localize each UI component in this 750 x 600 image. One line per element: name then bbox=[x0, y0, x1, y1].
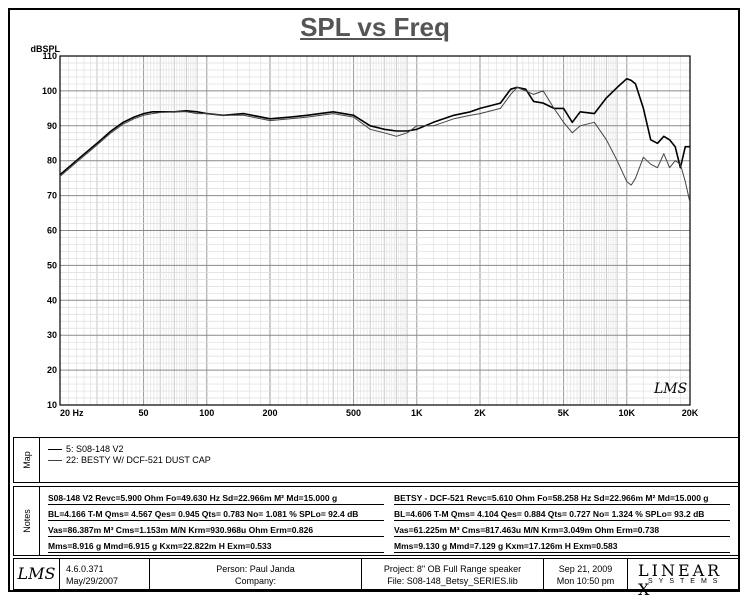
series-line-2 bbox=[59, 86, 691, 203]
time-text: Mon 10:50 pm bbox=[556, 576, 615, 586]
outer-frame bbox=[8, 8, 740, 592]
version-number: 4.6.0.371 bbox=[66, 564, 104, 574]
y-axis-label: dBSPL bbox=[30, 44, 60, 54]
legend-item-series-2: 22: BESTY W/ DCF-521 DUST CAP bbox=[48, 455, 211, 465]
version-date: May/29/2007 bbox=[66, 576, 119, 586]
note-left-4: Mms=8.916 g Mmd=6.915 g Kxm=22.822m H Ex… bbox=[48, 541, 272, 551]
y-tick-label: 40 bbox=[47, 295, 57, 305]
note-rule bbox=[394, 520, 730, 521]
y-tick-label: 80 bbox=[47, 156, 57, 166]
person-name: Person: Paul Janda bbox=[216, 564, 295, 574]
footer-brand-cell: LINEAR X SYSTEMS bbox=[628, 559, 740, 599]
legend-panel: Map 5: S08-148 V2 22: BESTY W/ DCF-521 D… bbox=[13, 437, 739, 483]
note-left-3: Vas=86.387m M³ Cms=1.153m M/N Krm=930.96… bbox=[48, 525, 314, 535]
note-rule bbox=[394, 536, 730, 537]
note-rule bbox=[48, 504, 384, 505]
x-tick-label: 20K bbox=[682, 408, 699, 418]
note-right-4: Mms=9.130 g Mmd=7.129 g Kxm=17.126m H Ex… bbox=[394, 541, 618, 551]
date-text: Sep 21, 2009 bbox=[558, 564, 613, 574]
footer-project-cell: Project: 8" OB Full Range speaker File: … bbox=[362, 559, 544, 589]
note-left-2: BL=4.166 T-M Qms= 4.567 Qes= 0.945 Qts= … bbox=[48, 509, 359, 519]
y-tick-label: 30 bbox=[47, 330, 57, 340]
legend-swatch-1 bbox=[48, 449, 62, 451]
file-name: File: S08-148_Betsy_SERIES.lib bbox=[387, 576, 518, 586]
footer-date-cell: Sep 21, 2009 Mon 10:50 pm bbox=[544, 559, 628, 589]
linearx-logo: LINEAR X bbox=[638, 561, 723, 599]
x-tick-label: 10K bbox=[619, 408, 636, 418]
y-tick-label: 110 bbox=[42, 51, 57, 61]
linearx-subtitle: SYSTEMS bbox=[648, 578, 724, 585]
legend-item-series-1: 5: S08-148 V2 bbox=[48, 444, 124, 454]
y-tick-label: 20 bbox=[47, 365, 57, 375]
plot-frame bbox=[59, 55, 691, 406]
note-left-1: S08-148 V2 Revc=5.900 Ohm Fo=49.630 Hz S… bbox=[48, 493, 338, 503]
y-tick-label: 50 bbox=[47, 260, 57, 270]
notes-section-label: Notes bbox=[14, 487, 40, 555]
footer-bar: LMS 4.6.0.371 May/29/2007 Person: Paul J… bbox=[13, 558, 740, 599]
y-tick-label: 60 bbox=[47, 226, 57, 236]
x-tick-label: 20 Hz bbox=[60, 408, 84, 418]
note-rule bbox=[48, 552, 384, 553]
y-tick-label: 70 bbox=[47, 191, 57, 201]
lms-watermark: LMS bbox=[653, 381, 687, 397]
note-rule bbox=[48, 536, 384, 537]
chart-title: SPL vs Freq bbox=[300, 12, 450, 42]
note-right-2: BL=4.606 T-M Qms= 4.104 Qes= 0.884 Qts= … bbox=[394, 509, 705, 519]
footer-logo-cell: LMS bbox=[14, 559, 60, 589]
footer-person-cell: Person: Paul Janda Company: bbox=[150, 559, 362, 589]
footer-version-cell: 4.6.0.371 May/29/2007 bbox=[60, 559, 150, 589]
x-tick-label: 100 bbox=[199, 408, 214, 418]
note-rule bbox=[48, 520, 384, 521]
legend-swatch-2 bbox=[48, 460, 62, 462]
notes-panel: Notes S08-148 V2 Revc=5.900 Ohm Fo=49.63… bbox=[13, 486, 739, 556]
company-name: Company: bbox=[234, 576, 277, 586]
x-tick-label: 200 bbox=[262, 408, 277, 418]
note-right-3: Vas=61.225m M³ Cms=817.463u M/N Krm=3.04… bbox=[394, 525, 660, 535]
legend-section-label: Map bbox=[14, 438, 40, 482]
y-tick-label: 10 bbox=[47, 400, 57, 410]
y-tick-label: 100 bbox=[42, 86, 57, 96]
note-rule bbox=[394, 552, 730, 553]
x-tick-label: 500 bbox=[346, 408, 361, 418]
x-tick-label: 50 bbox=[139, 408, 149, 418]
lms-logo: LMS bbox=[17, 564, 56, 583]
x-tick-label: 1K bbox=[411, 408, 423, 418]
x-tick-label: 5K bbox=[558, 408, 570, 418]
note-right-1: BETSY - DCF-521 Revc=5.610 Ohm Fo=58.258… bbox=[394, 493, 709, 503]
x-tick-label: 2K bbox=[474, 408, 486, 418]
note-rule bbox=[394, 504, 730, 505]
project-name: Project: 8" OB Full Range speaker bbox=[383, 564, 522, 574]
y-tick-label: 90 bbox=[47, 121, 57, 131]
